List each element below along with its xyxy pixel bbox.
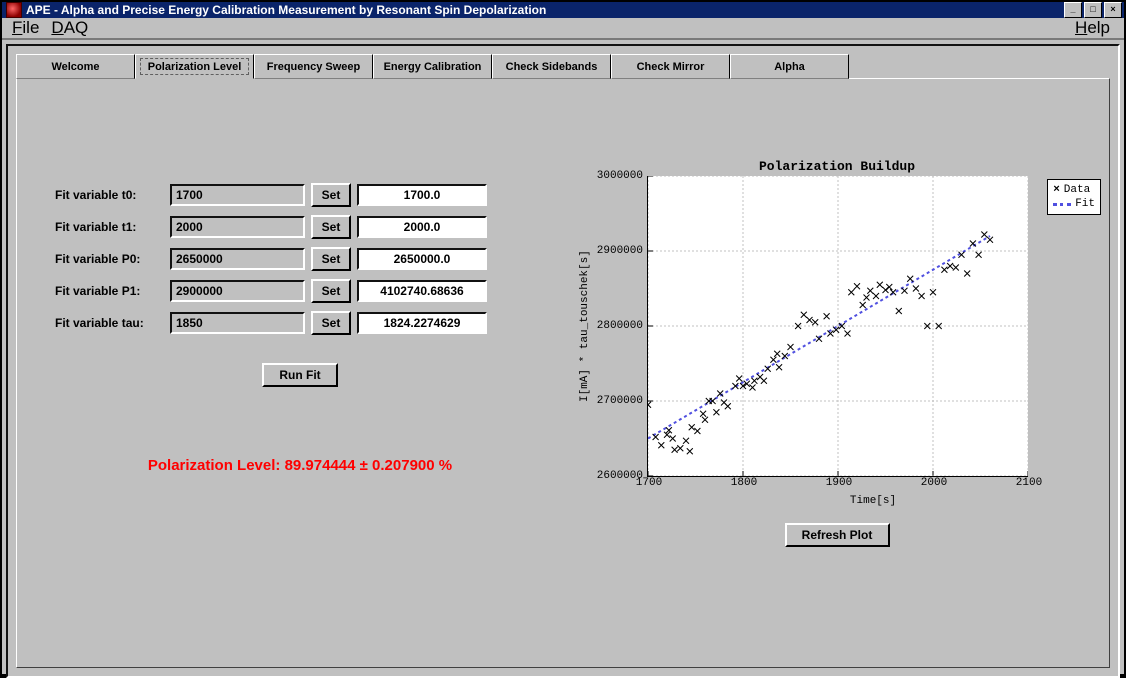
menu-daq[interactable]: DAQ bbox=[47, 18, 92, 38]
menu-bar: File DAQ Help bbox=[2, 18, 1124, 40]
fit-input[interactable] bbox=[170, 216, 305, 238]
fit-result: 1700.0 bbox=[357, 184, 487, 206]
window-buttons: _ □ × bbox=[1062, 2, 1122, 18]
set-button[interactable]: Set bbox=[311, 279, 351, 303]
set-button[interactable]: Set bbox=[311, 215, 351, 239]
xtick-label: 2100 bbox=[1016, 477, 1042, 489]
maximize-icon[interactable]: □ bbox=[1084, 2, 1102, 18]
fit-row: Fit variable t0: Set 1700.0 bbox=[55, 179, 545, 211]
plot-container: Polarization Buildup I[mA] * tau_tousche… bbox=[577, 159, 1097, 547]
fit-label: Fit variable P0: bbox=[55, 252, 170, 266]
xtick-label: 1800 bbox=[731, 477, 757, 489]
fit-input[interactable] bbox=[170, 248, 305, 270]
fit-row: Fit variable t1: Set 2000.0 bbox=[55, 211, 545, 243]
tab-energy-calibration[interactable]: Energy Calibration bbox=[373, 54, 492, 79]
legend-data-label: Data bbox=[1064, 183, 1090, 197]
menu-file[interactable]: File bbox=[8, 18, 43, 38]
legend-data-marker: × bbox=[1053, 183, 1060, 197]
fit-result: 2000.0 bbox=[357, 216, 487, 238]
tab-polarization-level[interactable]: Polarization Level bbox=[135, 54, 254, 79]
legend-fit-marker bbox=[1053, 203, 1071, 206]
fit-label: Fit variable t0: bbox=[55, 188, 170, 202]
plot-xlabel: Time[s] bbox=[649, 495, 1097, 507]
polarization-level-result: Polarization Level: 89.974444 ± 0.207900… bbox=[55, 457, 545, 474]
app-icon bbox=[6, 2, 22, 18]
xtick-label: 2000 bbox=[921, 477, 947, 489]
menu-help[interactable]: Help bbox=[1071, 18, 1114, 38]
fit-row: Fit variable P1: Set 4102740.68636 bbox=[55, 275, 545, 307]
fit-row: Fit variable P0: Set 2650000.0 bbox=[55, 243, 545, 275]
fit-label: Fit variable t1: bbox=[55, 220, 170, 234]
title-bar: APE - Alpha and Precise Energy Calibrati… bbox=[2, 2, 1124, 18]
fit-label: Fit variable tau: bbox=[55, 316, 170, 330]
ytick-label: 2700000 bbox=[597, 395, 643, 407]
content-frame: WelcomePolarization LevelFrequency Sweep… bbox=[6, 44, 1120, 678]
plot-title: Polarization Buildup bbox=[577, 159, 1097, 174]
app-window: APE - Alpha and Precise Energy Calibrati… bbox=[0, 0, 1126, 676]
plot-canvas bbox=[647, 176, 1028, 477]
set-button[interactable]: Set bbox=[311, 311, 351, 335]
fit-result: 2650000.0 bbox=[357, 248, 487, 270]
tab-frequency-sweep[interactable]: Frequency Sweep bbox=[254, 54, 373, 79]
tab-alpha[interactable]: Alpha bbox=[730, 54, 849, 79]
run-fit-button[interactable]: Run Fit bbox=[262, 363, 338, 387]
tab-check-sidebands[interactable]: Check Sidebands bbox=[492, 54, 611, 79]
refresh-plot-button[interactable]: Refresh Plot bbox=[785, 523, 890, 547]
plot-ylabel: I[mA] * tau_touschek[s] bbox=[577, 176, 593, 477]
close-icon[interactable]: × bbox=[1104, 2, 1122, 18]
fit-variables-block: Fit variable t0: Set 1700.0 Fit variable t1… bbox=[55, 179, 545, 474]
tab-check-mirror[interactable]: Check Mirror bbox=[611, 54, 730, 79]
xtick-label: 1700 bbox=[636, 477, 662, 489]
set-button[interactable]: Set bbox=[311, 247, 351, 271]
fit-input[interactable] bbox=[170, 312, 305, 334]
fit-result: 1824.2274629 bbox=[357, 312, 487, 334]
plot-yaxis: 26000002700000280000029000003000000 bbox=[593, 176, 647, 476]
ytick-label: 3000000 bbox=[597, 170, 643, 182]
ytick-label: 2800000 bbox=[597, 320, 643, 332]
tab-strip: WelcomePolarization LevelFrequency Sweep… bbox=[16, 54, 1110, 79]
minimize-icon[interactable]: _ bbox=[1064, 2, 1082, 18]
xtick-label: 1900 bbox=[826, 477, 852, 489]
tab-panel-polarization-level: Fit variable t0: Set 1700.0 Fit variable t1… bbox=[16, 78, 1110, 668]
fit-input[interactable] bbox=[170, 280, 305, 302]
plot-xaxis: 17001800190020002100 bbox=[649, 477, 1029, 493]
fit-row: Fit variable tau: Set 1824.2274629 bbox=[55, 307, 545, 339]
fit-result: 4102740.68636 bbox=[357, 280, 487, 302]
fit-input[interactable] bbox=[170, 184, 305, 206]
legend-fit-label: Fit bbox=[1075, 197, 1095, 211]
ytick-label: 2900000 bbox=[597, 245, 643, 257]
plot-legend: × Data Fit bbox=[1047, 179, 1101, 215]
fit-label: Fit variable P1: bbox=[55, 284, 170, 298]
window-title: APE - Alpha and Precise Energy Calibrati… bbox=[26, 3, 1062, 17]
tab-welcome[interactable]: Welcome bbox=[16, 54, 135, 79]
set-button[interactable]: Set bbox=[311, 183, 351, 207]
